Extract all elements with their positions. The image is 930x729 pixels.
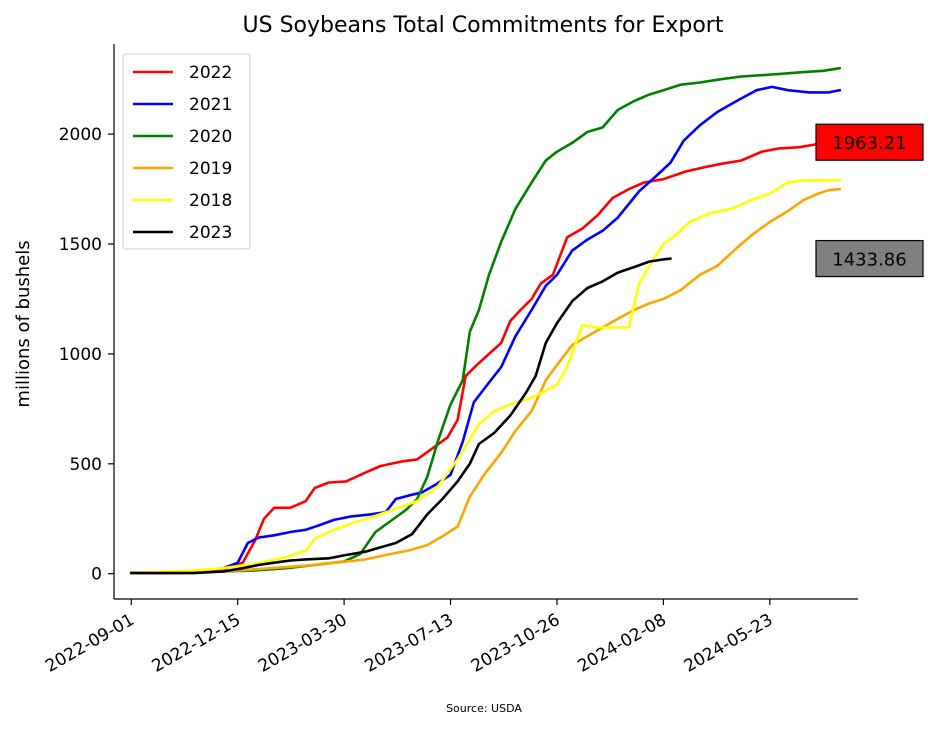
- legend-label-2020: 2020: [189, 127, 232, 147]
- x-tick-label: 2024-05-23: [681, 610, 777, 677]
- y-tick-label: 1500: [59, 235, 102, 255]
- series-line-2023: [129, 257, 672, 575]
- x-tick-label: 2023-03-30: [255, 610, 351, 677]
- y-tick-label: 2000: [59, 125, 102, 145]
- legend-label-2019: 2019: [189, 159, 232, 179]
- y-axis-ticks: 0 500 1000 1500 2000: [59, 125, 114, 585]
- legend: 2022 2021 2020 2019 2018 2023: [122, 53, 251, 250]
- legend-label-2018: 2018: [189, 191, 232, 211]
- legend-label-2022: 2022: [189, 63, 232, 83]
- end-label-value: 1963.21: [832, 133, 906, 154]
- end-value-labels: 1963.21 1433.86: [815, 123, 924, 278]
- legend-label-2021: 2021: [189, 95, 232, 115]
- source-note: Source: USDA: [446, 702, 522, 715]
- x-tick-label: 2022-09-01: [42, 610, 138, 677]
- series-line-2022: [129, 140, 842, 574]
- x-tick-label: 2023-07-13: [361, 610, 457, 677]
- x-axis-ticks: 2022-09-01 2022-12-15 2023-03-30 2023-07-13…: [42, 599, 776, 677]
- x-tick-label: 2023-10-26: [468, 610, 564, 677]
- end-label-box: [815, 239, 924, 278]
- x-tick-label: 2024-02-08: [574, 610, 670, 677]
- end-label-value: 1433.86: [832, 250, 906, 271]
- x-tick-label: 2022-12-15: [149, 610, 245, 677]
- legend-box: [122, 53, 251, 250]
- series-line-2018: [129, 179, 842, 574]
- y-tick-label: 500: [70, 455, 102, 475]
- series-lines: [129, 66, 842, 575]
- chart-title: US Soybeans Total Commitments for Export: [243, 13, 724, 38]
- legend-label-2023: 2023: [189, 223, 232, 243]
- series-line-2019: [129, 187, 842, 575]
- series-line-2021: [129, 85, 842, 574]
- y-tick-label: 1000: [59, 345, 102, 365]
- y-axis-label: millions of bushels: [13, 240, 34, 407]
- end-label-box: [815, 123, 924, 161]
- y-tick-label: 0: [91, 565, 102, 585]
